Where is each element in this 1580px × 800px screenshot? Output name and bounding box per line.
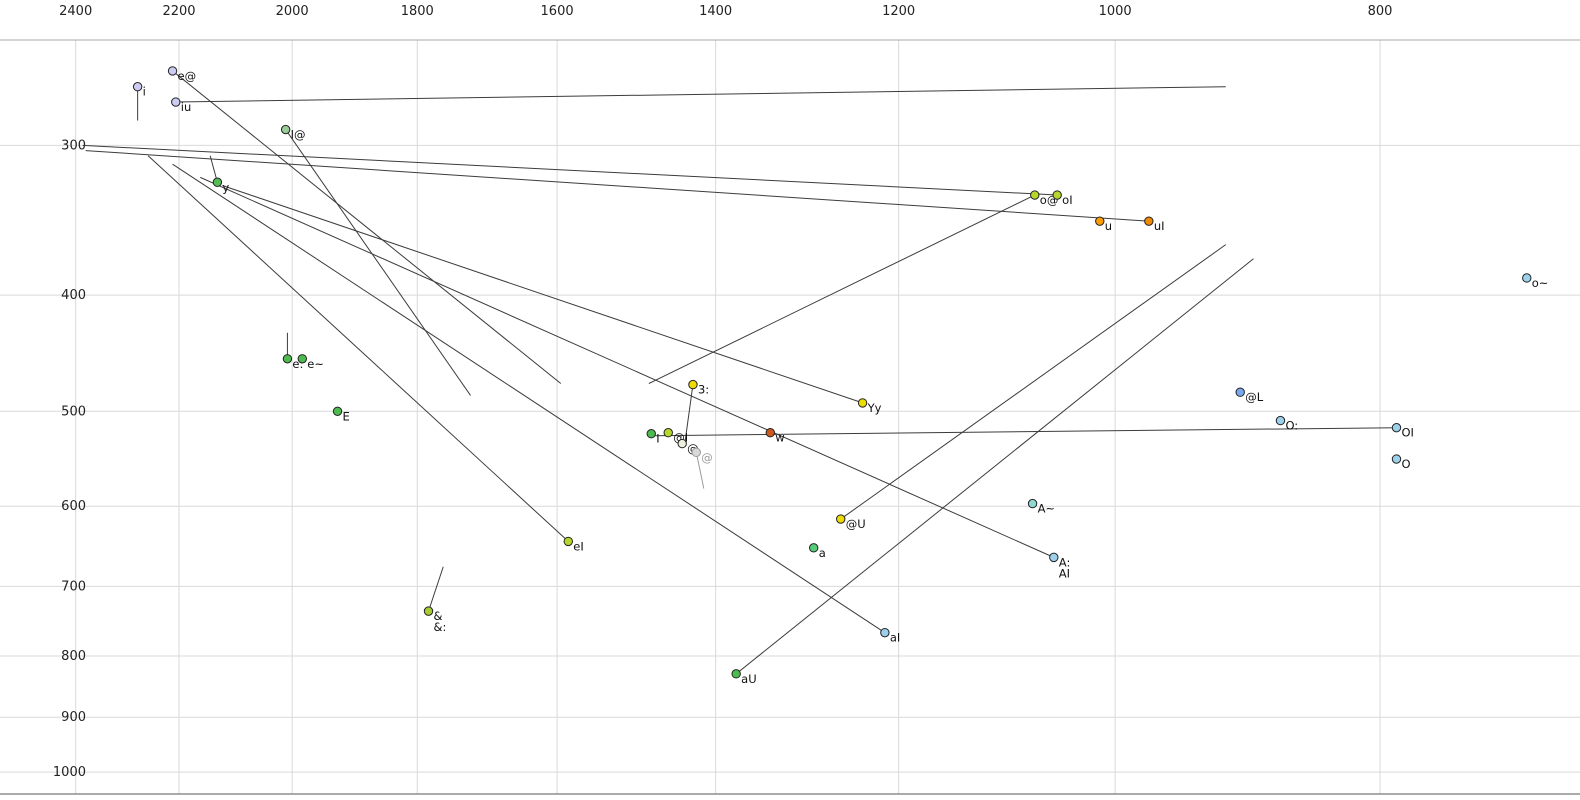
vowel-label-I@: I@ <box>291 128 306 142</box>
vowel-label-@: @ <box>687 442 699 456</box>
point-tail-@-2 <box>695 452 705 489</box>
y-tick-label-300: 300 <box>61 138 86 153</box>
trajectory-@U <box>840 244 1227 520</box>
trajectory-I@ <box>285 129 471 396</box>
x-tick-label-1400: 1400 <box>699 4 732 19</box>
x-tick-label-800: 800 <box>1368 4 1393 19</box>
vowel-label-aI: aI <box>890 631 900 645</box>
vowel-point-aI <box>880 627 890 638</box>
vowel-label-&:: & <box>434 609 443 623</box>
vowel-label-A:: A: <box>1059 555 1071 569</box>
vowel-label-y: y <box>222 180 229 194</box>
vowel-point-O: <box>1275 415 1286 426</box>
vowel-label-i: i <box>143 85 146 99</box>
vowel-point-w <box>765 428 775 438</box>
vowel-point-Yy <box>857 398 868 408</box>
vowel-point-oI <box>1052 190 1062 200</box>
trajectory-aI <box>172 163 886 634</box>
trajectory-iu <box>175 86 1226 103</box>
y-tick-label-800: 800 <box>61 649 86 664</box>
vowel-point-y <box>212 177 223 187</box>
vowel-label-o~: o~ <box>1532 276 1549 290</box>
vowel-point-o~ <box>1522 273 1532 283</box>
x-tick-label-2400: 2400 <box>59 4 92 19</box>
x-tick-label-1600: 1600 <box>541 4 574 19</box>
trajectory-o@ <box>648 194 1036 384</box>
vowel-point-i <box>132 82 143 92</box>
vowel-point-I <box>646 429 656 439</box>
vowel-label-3:: 3: <box>698 383 709 397</box>
vowel-point-uI <box>1144 216 1154 226</box>
y-tick-label-1000: 1000 <box>53 765 86 780</box>
trajectory-oI <box>82 144 1058 196</box>
y-tick-label-900: 900 <box>61 710 86 725</box>
vowel-point-E <box>332 406 343 417</box>
vowel-label-O:: O: <box>1285 419 1298 433</box>
vowel-point-@U <box>836 514 846 524</box>
vowel-point-I@ <box>280 124 291 135</box>
vowel-point-iu <box>171 97 181 107</box>
vowel-label-OI: OI <box>1401 426 1413 440</box>
vowel-label-a: a <box>819 546 826 560</box>
point-tail-3: <box>684 384 694 445</box>
x-tick-label-1000: 1000 <box>1099 4 1132 19</box>
vowel-label-oI: oI <box>1062 193 1072 207</box>
vowel-label-aU: aU <box>741 672 756 686</box>
vowel-label-I: I <box>656 432 659 446</box>
vowel-point-eI <box>563 536 573 547</box>
vowel-label-@-2: @ <box>701 450 713 464</box>
y-tick-label-600: 600 <box>61 499 86 514</box>
trajectory-e@ <box>172 70 562 384</box>
trajectory-uI <box>85 150 1149 222</box>
vowel-point-e@ <box>167 66 178 76</box>
vowel-label-uI: uI <box>1154 219 1165 233</box>
vowel-point-@-2 <box>691 447 701 458</box>
y-tick-label-400: 400 <box>61 288 86 303</box>
vowel-point-OI <box>1391 422 1402 433</box>
y-tick-label-500: 500 <box>61 404 86 419</box>
vowel-label-O: O <box>1401 457 1410 471</box>
vowel-point-A: <box>1049 552 1059 563</box>
vowel-label-A~: A~ <box>1038 502 1056 516</box>
vowel-point-a <box>809 543 819 553</box>
vowel-point-e: <box>282 354 293 364</box>
vowel-label-@L: @L <box>1245 390 1264 404</box>
vowel-label-A:-1: AI <box>1059 566 1070 580</box>
trajectory-aU <box>735 258 1254 675</box>
vowel-point-o@ <box>1030 190 1040 200</box>
vowel-point-aU <box>731 669 741 679</box>
vowel-point-e~ <box>297 354 307 364</box>
vowel-label-iu: iu <box>181 100 191 114</box>
vowel-point-&: <box>423 606 434 616</box>
vowel-point-O <box>1391 454 1402 464</box>
trajectory-A: <box>200 176 1055 558</box>
vowel-label-@U: @U <box>846 517 866 531</box>
x-tick-label-1200: 1200 <box>882 4 915 19</box>
vowel-label-e~: e~ <box>307 357 324 371</box>
vowel-label-&:-1: &: <box>434 620 447 634</box>
trajectory-Yy <box>222 184 863 404</box>
y-tick-label-700: 700 <box>61 579 86 594</box>
vowel-point-@I <box>663 428 673 438</box>
vowel-label-e@: e@ <box>178 69 197 83</box>
vowel-point-@L <box>1235 387 1245 397</box>
vowel-label-w: w <box>775 431 784 445</box>
x-tick-label-2000: 2000 <box>276 4 309 19</box>
x-tick-label-1800: 1800 <box>401 4 434 19</box>
trajectory-OI <box>655 427 1397 437</box>
vowel-point-3: <box>688 379 698 390</box>
x-tick-label-2200: 2200 <box>162 4 195 19</box>
vowel-label-e:: e: <box>292 357 303 371</box>
vowel-point-@ <box>677 438 687 449</box>
vowel-point-A~ <box>1027 498 1038 509</box>
vowel-label-E: E <box>343 409 350 423</box>
vowel-label-eI: eI <box>573 539 583 553</box>
vowel-label-Yy: Yy <box>867 401 882 415</box>
trajectory-eI <box>147 155 569 542</box>
point-tail-&: <box>428 566 444 612</box>
vowel-point-u <box>1095 216 1105 226</box>
vowel-label-u: u <box>1105 219 1112 233</box>
